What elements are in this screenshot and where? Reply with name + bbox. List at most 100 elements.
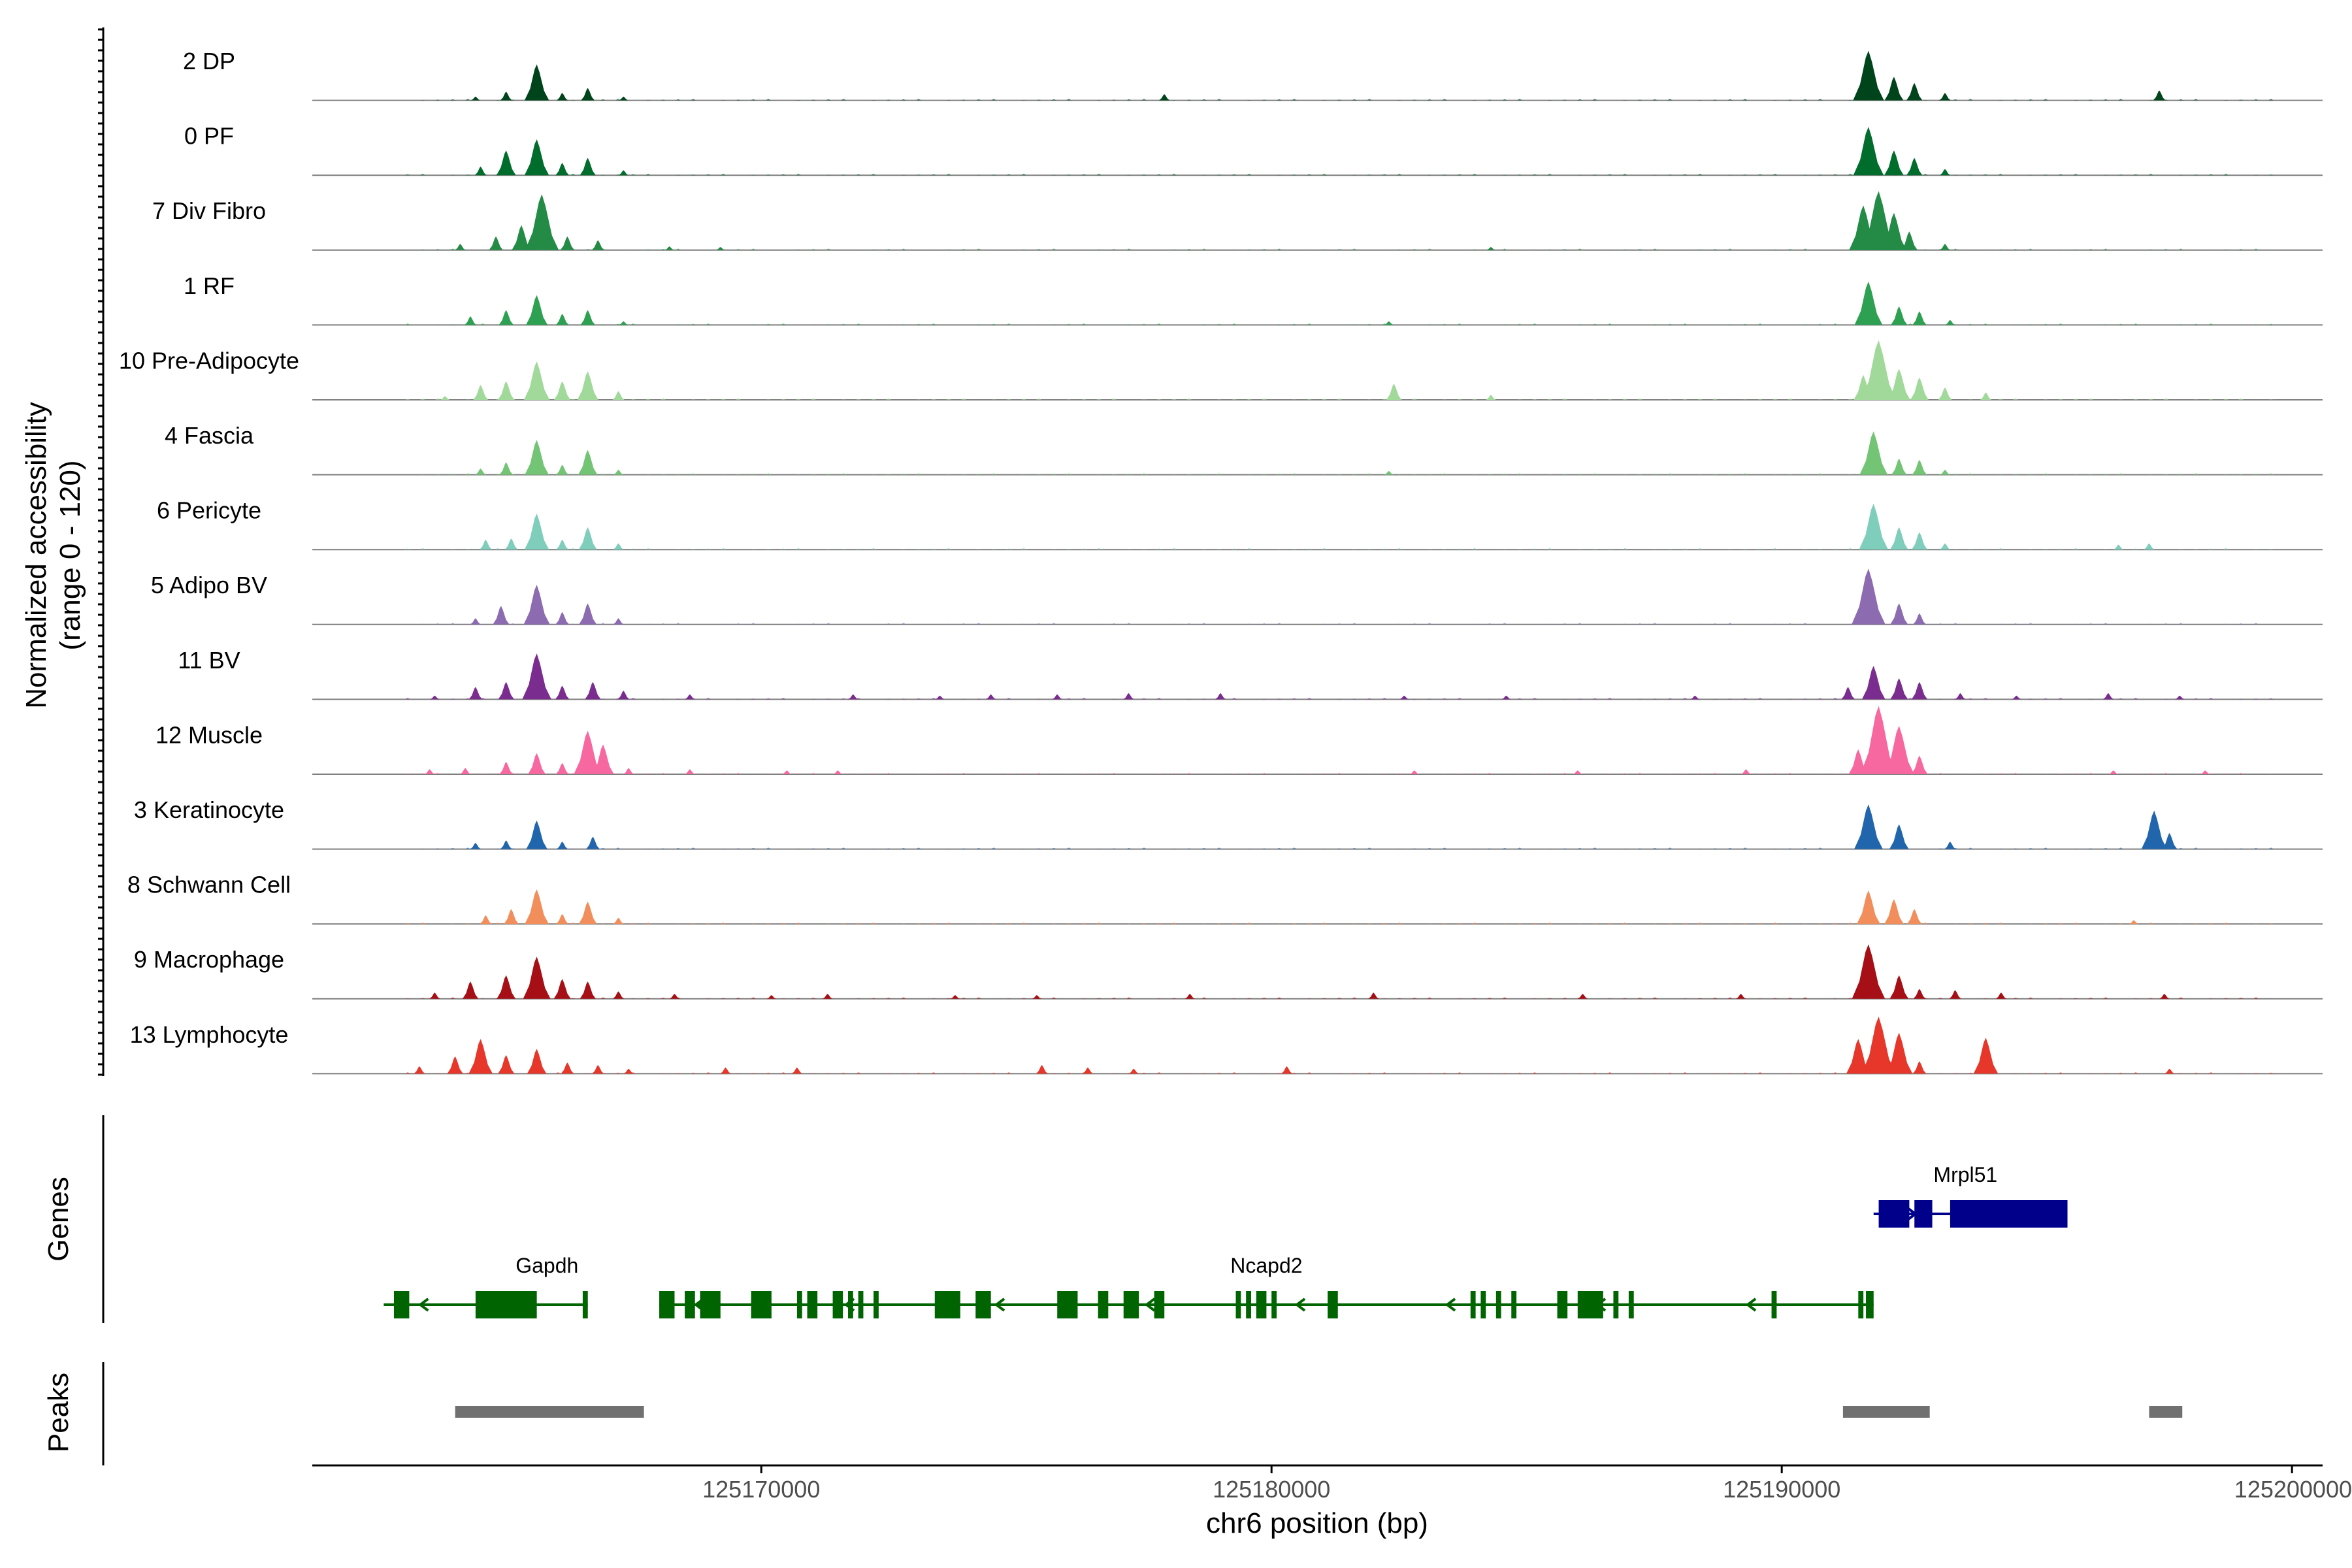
coverage-peak: [1939, 93, 1951, 101]
coverage-peak: [525, 194, 559, 250]
peaks-panel-title: Peaks: [42, 1373, 74, 1452]
coverage-peak: [1184, 994, 1196, 999]
gene-exon: [582, 1291, 588, 1318]
coverage-peak: [1368, 992, 1379, 999]
gene-exon: [1557, 1291, 1568, 1318]
coverage-peak: [1852, 568, 1886, 625]
coverage-peak: [2012, 695, 2021, 700]
coverage-peak: [557, 841, 568, 849]
coverage-peak: [685, 769, 695, 774]
x-axis-title: chr6 position (bp): [1206, 1507, 1428, 1539]
coverage-peak: [1891, 306, 1908, 325]
gene-exon: [1950, 1200, 2068, 1228]
gene-exon: [1256, 1291, 1267, 1318]
coverage-peak: [1884, 899, 1904, 924]
gene-exon: [1495, 1291, 1501, 1318]
track-label-8-schwann-cell: 8 Schwann Cell: [127, 872, 291, 898]
coverage-peak: [553, 979, 571, 999]
gene-exon: [1057, 1291, 1078, 1318]
coverage-peak: [523, 361, 550, 400]
coverage-peak: [1861, 340, 1897, 400]
gene-name-gapdh: Gapdh: [515, 1254, 578, 1277]
track-label-10-pre-adipocyte: 10 Pre-Adipocyte: [119, 347, 299, 374]
coverage-peak: [525, 440, 549, 475]
track-label-11-bv: 11 BV: [178, 647, 240, 674]
coverage-peak: [578, 902, 597, 924]
track-2-dp: 2 DP: [183, 48, 2323, 101]
track-background-signal: [312, 398, 2274, 400]
coverage-peak: [504, 538, 518, 550]
coverage-peak: [424, 769, 435, 774]
track-4-fascia: 4 Fascia: [165, 422, 2323, 476]
coverage-peak: [1881, 212, 1907, 250]
strand-arrow: [1144, 1298, 1156, 1312]
coverage-peak: [950, 995, 960, 999]
coverage-peak: [1973, 1037, 1999, 1074]
gene-ncapd2: Ncapd2: [659, 1254, 1874, 1318]
coverage-peak: [2108, 770, 2119, 774]
strand-arrow: [1445, 1298, 1456, 1312]
y-axis-title-line2: (range 0 - 120): [54, 460, 86, 650]
gene-exon: [1271, 1291, 1277, 1318]
coverage-peak: [579, 603, 597, 625]
coverage-peak: [2175, 695, 2185, 700]
x-axis-tick-label: 125180000: [1213, 1476, 1330, 1503]
gene-exon: [1914, 1200, 1933, 1228]
track-background-signal: [312, 922, 2274, 924]
coverage-peak: [833, 770, 843, 774]
coverage-peak: [555, 762, 569, 774]
gene-exon: [1858, 1291, 1864, 1318]
coverage-peak: [500, 91, 512, 101]
coverage-peak: [1939, 169, 1951, 176]
coverage-peak: [497, 975, 516, 999]
coverage-peak: [2159, 994, 2170, 999]
strand-arrow: [1294, 1298, 1306, 1312]
track-label-9-macrophage: 9 Macrophage: [134, 946, 284, 973]
gene-exon: [796, 1291, 802, 1318]
coverage-peak: [499, 762, 514, 774]
peak-region: [1842, 1406, 1930, 1418]
coverage-peak: [2113, 544, 2124, 550]
coverage-peak: [664, 246, 674, 250]
gene-exon: [475, 1291, 537, 1318]
coverage-peak: [524, 139, 549, 176]
coverage-peak: [462, 981, 479, 999]
coverage-peak: [823, 994, 833, 999]
coverage-peak: [1912, 459, 1927, 475]
coverage-peak: [1577, 994, 1588, 999]
coverage-peak: [525, 889, 549, 924]
gene-exon: [848, 1291, 853, 1318]
coverage-peak: [1690, 695, 1700, 700]
coverage-peak: [465, 316, 477, 325]
coverage-peak: [555, 612, 570, 625]
coverage-peak: [1939, 244, 1951, 250]
track-label-6-pericyte: 6 Pericyte: [157, 497, 261, 524]
coverage-peak: [498, 310, 514, 325]
coverage-peak: [1939, 543, 1951, 550]
coverage-peak: [1955, 693, 1966, 700]
coverage-peak: [429, 992, 440, 999]
coverage-peak: [2161, 832, 2178, 849]
coverage-peak: [613, 470, 624, 475]
coverage-peak: [585, 681, 601, 700]
gene-exon: [1866, 1291, 1874, 1318]
gene-exon: [832, 1291, 843, 1318]
gene-exon: [1470, 1291, 1476, 1318]
gene-exon: [700, 1291, 721, 1318]
coverage-peak: [1910, 377, 1929, 400]
coverage-peak: [1857, 890, 1880, 924]
coverage-peak: [1912, 311, 1927, 325]
gene-annotations: Gapdh Ncapd2 Mrpl51: [384, 1163, 2068, 1318]
track-label-13-lymphocyte: 13 Lymphocyte: [130, 1021, 289, 1048]
coverage-peak: [619, 321, 629, 325]
coverage-peak: [985, 694, 996, 700]
gene-exon: [1613, 1291, 1619, 1318]
coverage-peak: [468, 1039, 493, 1074]
coverage-peak: [1846, 1039, 1870, 1074]
coverage-peak: [556, 914, 569, 924]
coverage-peak: [527, 1049, 547, 1074]
track-label-3-keratinocyte: 3 Keratinocyte: [134, 796, 284, 823]
coverage-peak: [468, 687, 483, 700]
coverage-peak: [512, 225, 531, 250]
